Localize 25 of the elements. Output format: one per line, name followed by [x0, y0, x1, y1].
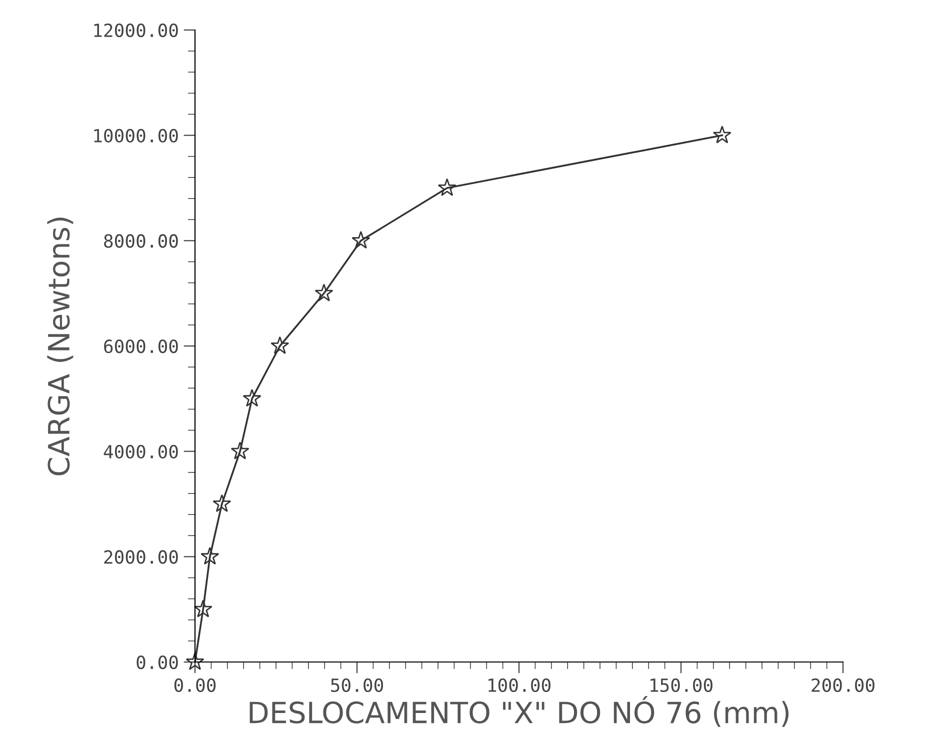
point [438, 178, 456, 196]
y-tick-label: 12000.00 [94, 24, 178, 38]
point [242, 388, 262, 407]
x-tick-label: 0.00 [174, 678, 216, 692]
y-tick-label: 6000.00 [104, 340, 178, 354]
point [230, 442, 250, 460]
point [352, 230, 370, 249]
y-tick-label: 10000.00 [94, 128, 178, 142]
x-tick-label: 200.00 [812, 678, 874, 692]
x-axis-title: DESLOCAMENTO "X" DO NÓ 76 (mm) [250, 696, 789, 727]
x-tick-label: 50.00 [331, 678, 384, 692]
point [270, 336, 290, 354]
y-axis-title: CARGA (Newtons) [47, 218, 74, 476]
y-tick-label: 8000.00 [104, 234, 178, 248]
x-tick-label: 100.00 [488, 678, 550, 692]
point [212, 494, 232, 512]
point [314, 284, 334, 302]
point [200, 546, 220, 565]
point [186, 652, 204, 670]
point [712, 126, 732, 144]
point [194, 600, 212, 618]
y-tick-label: 2000.00 [104, 550, 178, 564]
x-tick-label: 150.00 [650, 678, 712, 692]
y-tick-label: 4000.00 [104, 444, 178, 458]
y-tick-label: 0.00 [136, 656, 178, 670]
